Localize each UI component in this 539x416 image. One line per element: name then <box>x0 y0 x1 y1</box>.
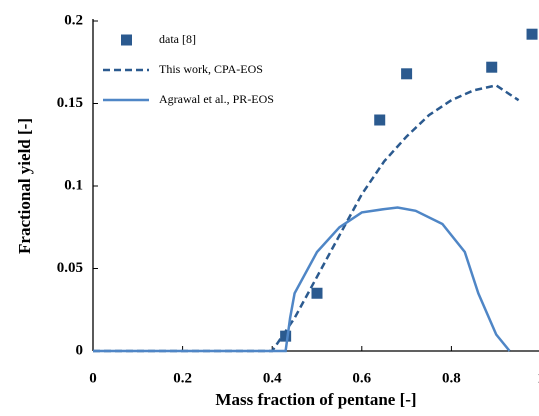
series-line <box>93 84 520 353</box>
data-point <box>486 61 498 73</box>
data-point <box>526 28 538 40</box>
data-point <box>311 287 323 299</box>
x-axis-title: Mass fraction of pentane [-] <box>215 390 416 409</box>
legend-marker <box>121 34 132 46</box>
y-tick-label: 0.2 <box>64 12 83 28</box>
data-point <box>374 114 386 126</box>
x-tick-label: 0.6 <box>352 370 371 386</box>
y-tick-label: 0.1 <box>64 177 83 193</box>
x-tick-label: 1 <box>537 370 539 386</box>
x-tick-label: 0.8 <box>442 370 461 386</box>
y-tick-label: 0 <box>76 342 84 358</box>
data-point <box>401 68 413 80</box>
x-tick-label: 0.4 <box>263 370 282 386</box>
data-point <box>280 330 292 342</box>
y-tick-label: 0.15 <box>57 95 83 111</box>
legend-label: data [8] <box>159 32 196 46</box>
legend-label: Agrawal et al., PR-EOS <box>159 92 274 106</box>
series-line <box>93 206 511 353</box>
y-axis-title: Fractional yield [-] <box>15 118 34 254</box>
legend-label: This work, CPA-EOS <box>159 62 263 76</box>
x-tick-label: 0 <box>89 370 97 386</box>
y-tick-label: 0.05 <box>57 260 83 276</box>
x-tick-label: 0.2 <box>173 370 192 386</box>
